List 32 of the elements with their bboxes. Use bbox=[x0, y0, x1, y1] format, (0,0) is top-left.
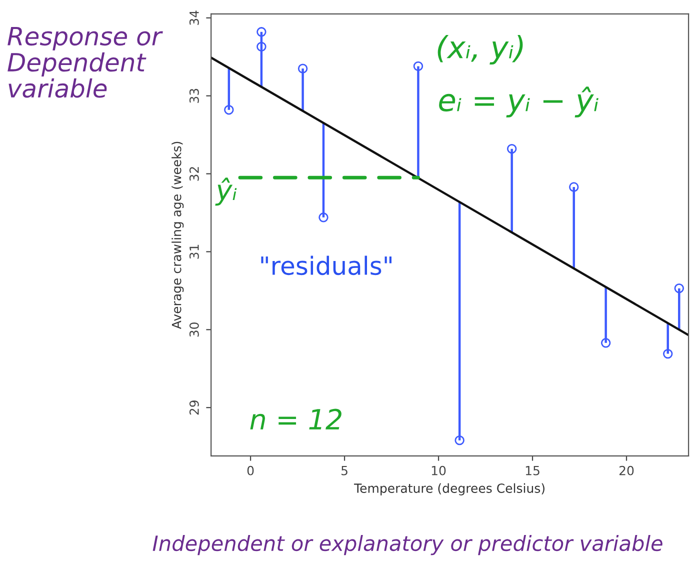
point bbox=[256, 27, 266, 37]
y-tick-label: 34 bbox=[189, 10, 199, 25]
point bbox=[454, 435, 464, 446]
annotation: ŷᵢ bbox=[215, 178, 237, 206]
x-tick-label: 20 bbox=[619, 466, 634, 476]
x-tick-label: 10 bbox=[432, 466, 446, 476]
x-axis-title: Temperature (degrees Celsius) bbox=[354, 483, 544, 496]
text: Response or Dependent variable bbox=[8, 27, 163, 98]
y-tick-label: 33 bbox=[189, 88, 199, 103]
y-tick-label: 29 bbox=[189, 400, 199, 415]
text: Independent or explanatory or predictor variable bbox=[152, 535, 662, 556]
annotation: n = 12 bbox=[250, 408, 342, 430]
annotation: "residuals" bbox=[261, 256, 392, 276]
point bbox=[318, 212, 328, 222]
x-tick-label: 5 bbox=[342, 466, 348, 476]
point bbox=[224, 104, 234, 115]
point bbox=[256, 42, 266, 52]
point bbox=[569, 182, 579, 192]
point bbox=[600, 338, 611, 348]
x-tick-label: 15 bbox=[526, 466, 540, 476]
point bbox=[506, 144, 517, 154]
annotation: eᵢ = yᵢ − ŷᵢ bbox=[439, 86, 598, 118]
annotation: (xᵢ, yᵢ) bbox=[438, 35, 523, 65]
y-axis-title: Average crawling age (weeks) bbox=[172, 142, 184, 330]
y-tick-label: 31 bbox=[189, 244, 199, 259]
point bbox=[663, 348, 673, 359]
point bbox=[674, 283, 684, 294]
point bbox=[413, 61, 424, 72]
x-tick-label: 0 bbox=[247, 466, 254, 476]
y-tick-label: 30 bbox=[189, 322, 199, 337]
y-tick-label: 32 bbox=[189, 167, 199, 181]
point bbox=[298, 64, 308, 74]
